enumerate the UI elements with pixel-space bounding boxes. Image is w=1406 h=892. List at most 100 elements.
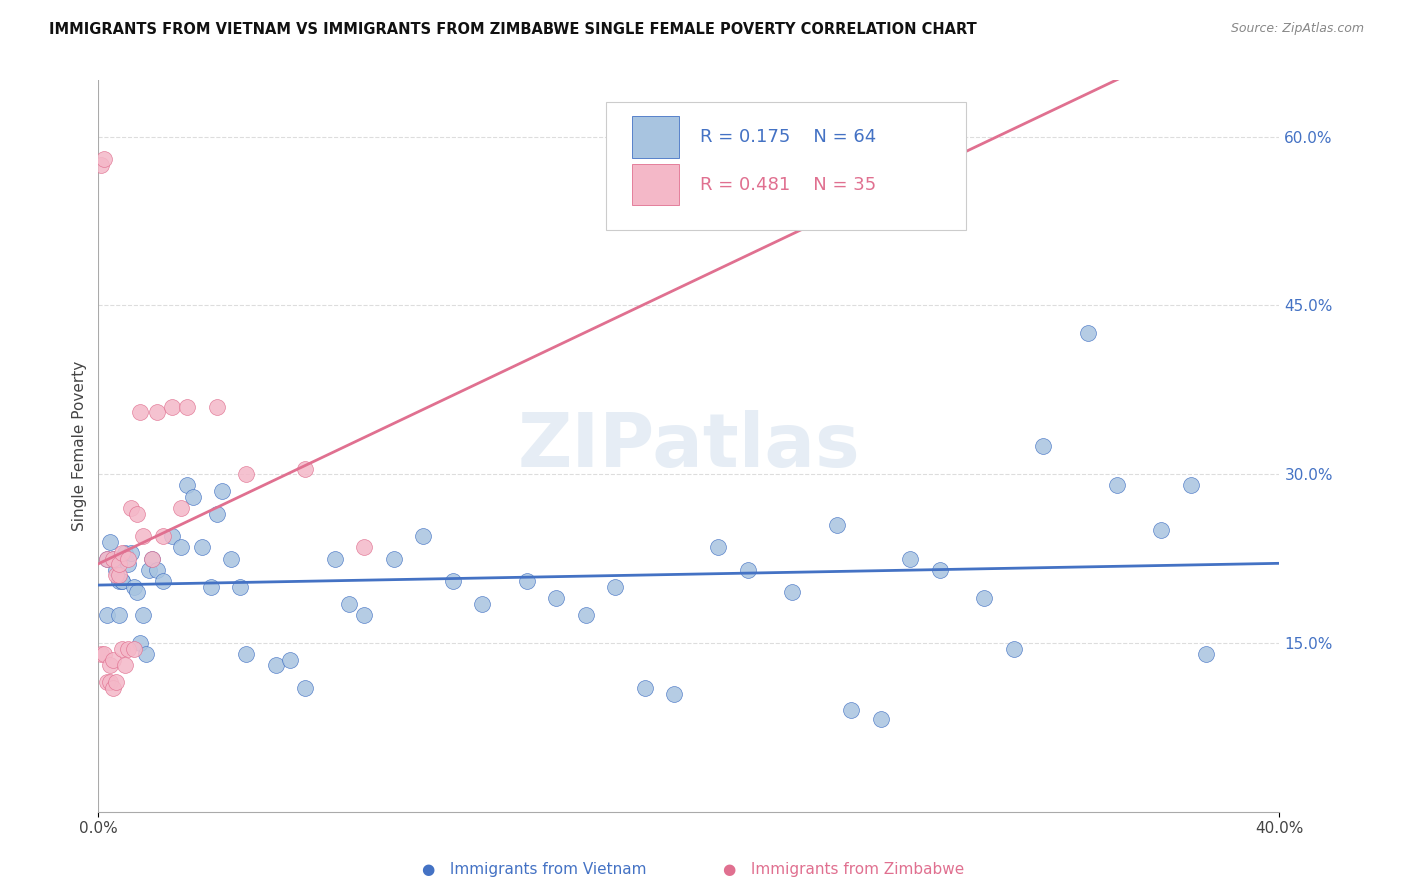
Text: ●   Immigrants from Zimbabwe: ● Immigrants from Zimbabwe bbox=[723, 863, 965, 877]
Point bbox=[1077, 326, 1099, 341]
Point bbox=[229, 580, 252, 594]
Point bbox=[93, 647, 115, 661]
Point bbox=[111, 641, 134, 656]
Point bbox=[181, 490, 204, 504]
Point bbox=[221, 551, 243, 566]
Point bbox=[546, 591, 568, 605]
Point bbox=[120, 500, 142, 515]
Point bbox=[125, 585, 148, 599]
Point bbox=[176, 400, 198, 414]
Point bbox=[96, 551, 118, 566]
Point bbox=[205, 400, 228, 414]
Point bbox=[900, 551, 922, 566]
Point bbox=[98, 534, 121, 549]
Point bbox=[117, 551, 139, 566]
Point bbox=[125, 507, 148, 521]
Point bbox=[412, 529, 434, 543]
Text: IMMIGRANTS FROM VIETNAM VS IMMIGRANTS FROM ZIMBABWE SINGLE FEMALE POVERTY CORREL: IMMIGRANTS FROM VIETNAM VS IMMIGRANTS FR… bbox=[49, 22, 977, 37]
Point bbox=[605, 580, 627, 594]
Point bbox=[105, 568, 128, 582]
Point bbox=[294, 461, 316, 475]
Point bbox=[1180, 478, 1202, 492]
Point bbox=[441, 574, 464, 588]
Point bbox=[114, 658, 136, 673]
Point bbox=[264, 658, 287, 673]
Point bbox=[108, 557, 131, 571]
FancyBboxPatch shape bbox=[606, 103, 966, 230]
Point bbox=[105, 675, 128, 690]
Point bbox=[211, 483, 233, 498]
Point bbox=[146, 405, 169, 419]
Point bbox=[205, 507, 228, 521]
Point bbox=[114, 546, 136, 560]
FancyBboxPatch shape bbox=[633, 163, 679, 205]
Point bbox=[122, 580, 145, 594]
Point bbox=[141, 551, 163, 566]
Text: R = 0.481    N = 35: R = 0.481 N = 35 bbox=[700, 176, 876, 194]
Point bbox=[382, 551, 405, 566]
Point bbox=[235, 467, 257, 482]
Point bbox=[1107, 478, 1129, 492]
Point bbox=[152, 574, 174, 588]
Point bbox=[128, 405, 150, 419]
Text: R = 0.175    N = 64: R = 0.175 N = 64 bbox=[700, 128, 876, 146]
Y-axis label: Single Female Poverty: Single Female Poverty bbox=[72, 361, 87, 531]
Point bbox=[108, 607, 131, 622]
Point bbox=[132, 607, 155, 622]
Point bbox=[98, 658, 121, 673]
Point bbox=[135, 647, 157, 661]
Point bbox=[96, 551, 118, 566]
Point bbox=[664, 687, 686, 701]
Point bbox=[1032, 439, 1054, 453]
Point bbox=[353, 541, 375, 555]
Point bbox=[111, 546, 134, 560]
Point bbox=[138, 563, 160, 577]
Point bbox=[280, 653, 302, 667]
Point bbox=[1002, 641, 1025, 656]
Point bbox=[117, 557, 139, 571]
Point bbox=[108, 574, 131, 588]
Point bbox=[339, 597, 361, 611]
Point bbox=[1150, 524, 1173, 538]
Point bbox=[103, 681, 125, 695]
Point bbox=[152, 529, 174, 543]
Point bbox=[111, 574, 134, 588]
Point bbox=[90, 647, 112, 661]
Point bbox=[841, 703, 863, 717]
Point bbox=[93, 152, 115, 166]
Point bbox=[973, 591, 995, 605]
Point bbox=[782, 585, 804, 599]
Point bbox=[825, 517, 848, 532]
Point bbox=[146, 563, 169, 577]
Point bbox=[90, 158, 112, 172]
Point bbox=[191, 541, 214, 555]
Point bbox=[96, 607, 118, 622]
Point bbox=[105, 563, 128, 577]
Point bbox=[128, 636, 150, 650]
Point bbox=[1195, 647, 1218, 661]
Point bbox=[98, 675, 121, 690]
Point bbox=[200, 580, 222, 594]
Point bbox=[176, 478, 198, 492]
Point bbox=[929, 563, 952, 577]
Point bbox=[111, 574, 134, 588]
Point bbox=[108, 568, 131, 582]
Point bbox=[294, 681, 316, 695]
Point bbox=[870, 713, 893, 727]
Point bbox=[162, 400, 183, 414]
Point bbox=[737, 563, 759, 577]
Point bbox=[141, 551, 163, 566]
Point bbox=[235, 647, 257, 661]
Point bbox=[170, 500, 193, 515]
Text: ZIPatlas: ZIPatlas bbox=[517, 409, 860, 483]
Point bbox=[122, 641, 145, 656]
Point bbox=[103, 551, 125, 566]
Point bbox=[471, 597, 494, 611]
Point bbox=[516, 574, 538, 588]
Point bbox=[353, 607, 375, 622]
Point bbox=[707, 541, 730, 555]
Point bbox=[162, 529, 183, 543]
Point bbox=[103, 653, 125, 667]
Point bbox=[634, 681, 657, 695]
Point bbox=[170, 541, 193, 555]
